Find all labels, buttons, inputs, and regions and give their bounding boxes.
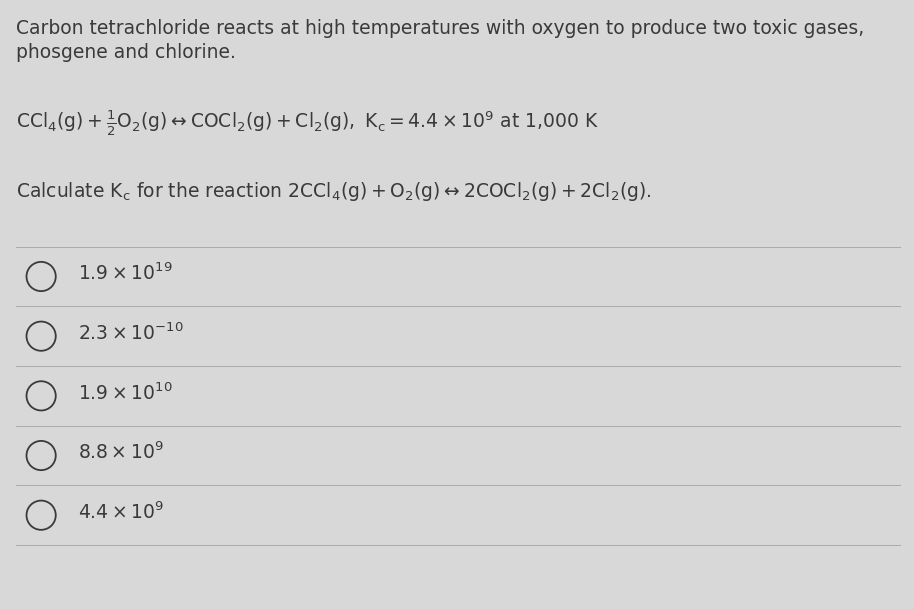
Text: $1.9 \times 10^{10}$: $1.9 \times 10^{10}$ (78, 382, 173, 404)
Text: Carbon tetrachloride reacts at high temperatures with oxygen to produce two toxi: Carbon tetrachloride reacts at high temp… (16, 19, 865, 38)
Text: $2.3 \times 10^{-10}$: $2.3 \times 10^{-10}$ (78, 322, 184, 344)
Text: phosgene and chlorine.: phosgene and chlorine. (16, 43, 237, 62)
Text: $1.9 \times 10^{19}$: $1.9 \times 10^{19}$ (78, 262, 173, 284)
Text: $8.8 \times 10^{9}$: $8.8 \times 10^{9}$ (78, 442, 164, 463)
Text: $\mathrm{Calculate\ K_c\ for\ the\ reaction\ 2CCl_4(g) + O_2(g) \leftrightarrow : $\mathrm{Calculate\ K_c\ for\ the\ react… (16, 180, 652, 203)
Text: $4.4 \times 10^{9}$: $4.4 \times 10^{9}$ (78, 501, 165, 523)
Text: $\mathrm{CCl_4(g) + \frac{1}{2}O_2(g) \leftrightarrow COCl_2(g) + Cl_2(g),\ }$$\: $\mathrm{CCl_4(g) + \frac{1}{2}O_2(g) \l… (16, 108, 600, 138)
